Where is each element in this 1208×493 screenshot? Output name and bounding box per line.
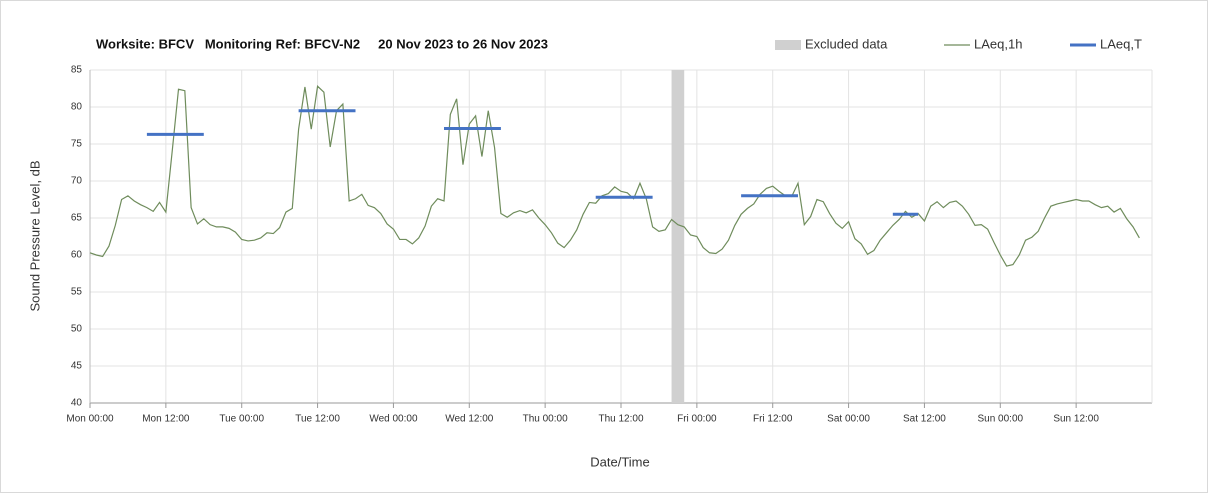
- x-tick-label: Mon 00:00: [66, 414, 114, 425]
- x-tick-label: Tue 12:00: [295, 414, 340, 425]
- y-tick-label: 80: [71, 102, 83, 113]
- x-tick-label: Sat 12:00: [903, 414, 946, 425]
- x-tick-label: Sat 00:00: [827, 414, 870, 425]
- legend-label: Excluded data: [805, 36, 888, 51]
- y-tick-label: 60: [71, 250, 83, 261]
- excluded-band: [671, 70, 685, 403]
- y-tick-label: 55: [71, 287, 83, 298]
- x-tick-label: Fri 12:00: [753, 414, 793, 425]
- x-tick-label: Fri 00:00: [677, 414, 717, 425]
- y-tick-label: 45: [71, 361, 83, 372]
- y-tick-label: 70: [71, 176, 83, 187]
- chart-title: Worksite: BFCV Monitoring Ref: BFCV-N2 2…: [96, 36, 548, 51]
- y-tick-label: 40: [71, 398, 83, 409]
- legend-label: LAeq,1h: [974, 36, 1022, 51]
- y-tick-label: 50: [71, 324, 83, 335]
- x-tick-label: Thu 00:00: [523, 414, 568, 425]
- x-tick-label: Sun 00:00: [977, 414, 1023, 425]
- x-tick-label: Tue 00:00: [219, 414, 264, 425]
- y-tick-label: 85: [71, 65, 83, 76]
- y-axis-title: Sound Pressure Level, dB: [27, 160, 42, 311]
- x-tick-label: Sun 12:00: [1053, 414, 1099, 425]
- x-tick-label: Wed 12:00: [445, 414, 494, 425]
- x-tick-label: Wed 00:00: [369, 414, 418, 425]
- data-line: [89, 85, 1140, 267]
- legend-swatch: [775, 40, 801, 50]
- x-axis-title: Date/Time: [590, 454, 649, 469]
- y-tick-label: 75: [71, 139, 83, 150]
- legend-label: LAeq,T: [1100, 36, 1142, 51]
- x-tick-label: Thu 12:00: [598, 414, 643, 425]
- y-tick-label: 65: [71, 213, 83, 224]
- x-tick-label: Mon 12:00: [142, 414, 190, 425]
